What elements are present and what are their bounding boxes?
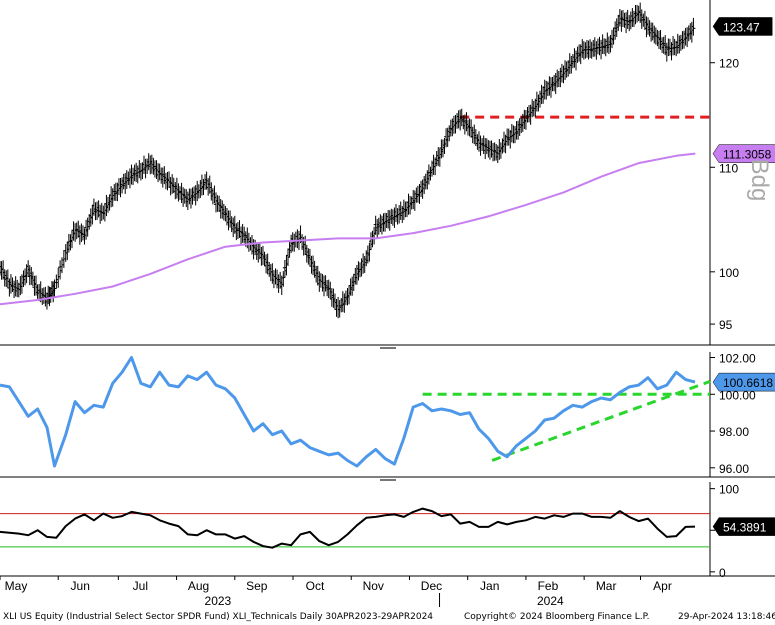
footer-bar: XLI US Equity (Industrial Select Sector … bbox=[0, 607, 775, 625]
y-tick-label: 0 bbox=[719, 566, 726, 580]
panel-resize-handle bbox=[380, 347, 396, 349]
last-value-label: 100.6618 bbox=[723, 376, 773, 390]
series-point bbox=[337, 237, 339, 239]
series-point bbox=[224, 246, 226, 248]
y-tick-label: 96.00 bbox=[719, 462, 749, 476]
copyright-notice: Copyright© 2024 Bloomberg Finance L.P. bbox=[464, 612, 650, 622]
series-point bbox=[74, 293, 76, 295]
trend-line bbox=[491, 380, 711, 462]
panel-side-label: Bdg bbox=[746, 159, 773, 202]
relative-panel bbox=[0, 356, 711, 468]
series-point bbox=[0, 303, 1, 305]
x-year-label: 2023 bbox=[205, 594, 232, 607]
series-point bbox=[149, 273, 151, 275]
series-point bbox=[525, 204, 527, 206]
panel-frames bbox=[0, 0, 775, 577]
y-tick-label: 102.00 bbox=[719, 352, 756, 366]
series-point bbox=[694, 153, 696, 155]
series-point bbox=[638, 162, 640, 164]
x-month-label: Jan bbox=[480, 579, 499, 593]
x-month-label: Dec bbox=[421, 579, 442, 593]
y-tick-label: 100 bbox=[719, 266, 739, 280]
y-tick-label: 95 bbox=[719, 318, 733, 332]
y-tick-label: 110 bbox=[719, 161, 738, 175]
series-point bbox=[675, 155, 677, 157]
y-tick-label: 100.00 bbox=[719, 388, 756, 402]
series-line bbox=[0, 507, 696, 549]
y-tick-label: 98.00 bbox=[719, 425, 749, 439]
x-month-label: Sep bbox=[246, 579, 268, 593]
x-month-label: Jul bbox=[133, 579, 148, 593]
series-point bbox=[187, 258, 189, 260]
series-line bbox=[0, 152, 696, 306]
x-month-label: Oct bbox=[306, 579, 325, 593]
last-value-label: 54.3891 bbox=[723, 521, 767, 535]
x-month-label: Aug bbox=[188, 579, 209, 593]
price-panel bbox=[0, 2, 710, 319]
x-month-label: Jun bbox=[71, 579, 90, 593]
series-point bbox=[562, 191, 565, 193]
x-axis: May Jun Jul Aug Sep Oct Nov Dec Jan Feb Mar Apr 2023… bbox=[0, 576, 672, 607]
series-point bbox=[412, 232, 414, 234]
series-point bbox=[450, 225, 452, 227]
series-point bbox=[299, 239, 302, 242]
last-value-label: 123.47 bbox=[723, 20, 760, 34]
series-point bbox=[112, 285, 114, 288]
x-month-label: Mar bbox=[596, 579, 617, 593]
timestamp: 29-Apr-2024 13:18:46 bbox=[678, 612, 775, 622]
series-point bbox=[375, 237, 377, 239]
series-point bbox=[36, 299, 39, 301]
x-month-label: May bbox=[5, 579, 28, 593]
x-month-label: Nov bbox=[363, 579, 384, 593]
series-point bbox=[262, 241, 264, 244]
x-month-label: Apr bbox=[653, 579, 672, 593]
rsi-panel bbox=[0, 507, 710, 549]
x-year-label: 2024 bbox=[537, 594, 564, 607]
y-tick-label: 120 bbox=[719, 57, 739, 71]
x-month-label: Feb bbox=[538, 579, 559, 593]
panel-resize-handle bbox=[380, 479, 396, 481]
series-point bbox=[487, 215, 489, 218]
y-tick-label: 100 bbox=[719, 483, 739, 497]
last-value-label: 111.3058 bbox=[723, 148, 772, 162]
series-line bbox=[0, 356, 696, 468]
ticker-info: XLI US Equity (Industrial Select Sector … bbox=[3, 612, 434, 622]
last-value-tag bbox=[712, 17, 773, 36]
last-value-tag bbox=[712, 372, 775, 392]
series-point bbox=[600, 176, 602, 178]
last-value-tag bbox=[712, 517, 775, 536]
last-value-tag bbox=[712, 144, 775, 163]
